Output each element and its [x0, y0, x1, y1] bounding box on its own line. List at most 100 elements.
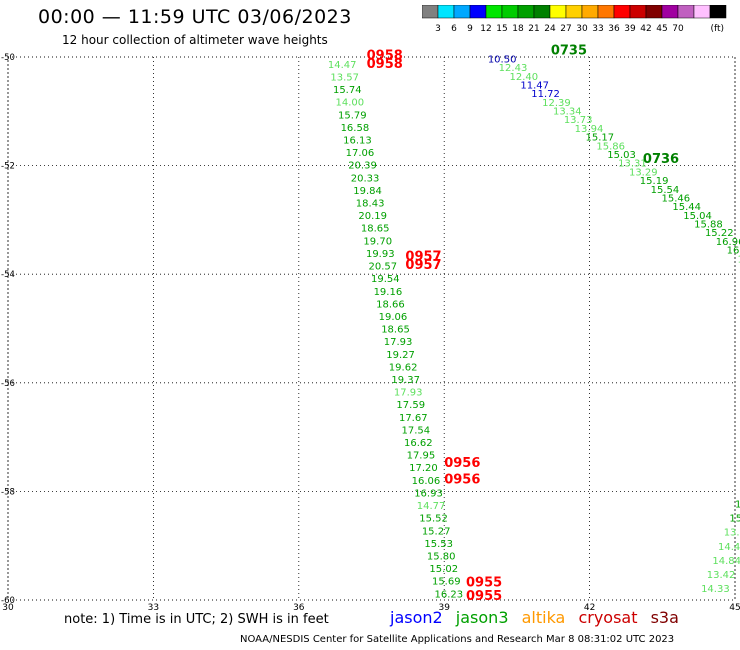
lat-tick-label: -60	[1, 596, 15, 606]
legend-jason3: jason3	[455, 608, 509, 627]
wave-height-label: 15.27	[422, 526, 451, 537]
legend-cryosat: cryosat	[578, 608, 638, 627]
wave-height-label: 14.84	[712, 556, 740, 567]
lon-tick-label: 36	[293, 603, 305, 610]
wave-height-label: 15.54	[651, 185, 680, 196]
color-scale-label: 12	[480, 24, 491, 34]
lat-tick-label: -50	[1, 53, 15, 63]
wave-height-label: 15.46	[662, 193, 691, 204]
wave-height-label: 17.93	[384, 337, 413, 348]
wave-height-label: 19.37	[391, 375, 420, 386]
color-scale-label: 18	[512, 24, 524, 34]
wave-height-label: 20.57	[368, 262, 397, 273]
wave-height-label: 13.42	[707, 570, 736, 581]
pass-time-label: 0955	[466, 575, 502, 590]
legend-s3a: s3a	[650, 608, 679, 627]
wave-height-label: 14.57	[738, 254, 740, 265]
wave-height-label: 19.93	[366, 249, 395, 260]
lon-tick-label: 42	[584, 603, 595, 610]
wave-height-label: 17.93	[394, 388, 423, 399]
wave-height-label: 13.73	[564, 115, 593, 126]
color-scale-label: 70	[672, 24, 684, 34]
wave-height-label: 19.70	[363, 236, 392, 247]
pass-time-label: 0736	[643, 152, 679, 167]
color-swatch	[709, 5, 727, 19]
lon-tick-label: 45	[729, 603, 740, 610]
wave-height-label: 17.06	[346, 148, 375, 159]
pass-time-label: 0956	[444, 472, 480, 487]
legend-altika: altika	[521, 608, 566, 627]
wave-height-label: 15.22	[705, 228, 734, 239]
wave-height-label: 13.31	[618, 159, 647, 170]
wave-height-label: 17.67	[399, 413, 428, 424]
chart-title: 00:00 — 11:59 UTC 03/06/2023	[38, 6, 352, 28]
wave-height-label: 20.39	[348, 161, 377, 172]
color-scale-label: 6	[451, 24, 457, 34]
wave-height-label: 13.34	[553, 107, 582, 118]
lat-tick-label: -56	[1, 379, 15, 389]
map-frame	[7, 56, 736, 601]
wave-height-label: 13.29	[629, 167, 658, 178]
wave-height-label: 15.53	[424, 539, 453, 550]
legend-jason2: jason2	[390, 608, 443, 627]
wave-height-label: 15.74	[333, 85, 362, 96]
wave-height-label: 15.03	[607, 150, 636, 161]
wave-height-label: 12.39	[542, 98, 571, 109]
color-scale-label: 27	[560, 24, 571, 34]
wave-height-label: 16.62	[404, 438, 433, 449]
wave-height-label: 15.80	[427, 551, 456, 562]
wave-height-label: 19.06	[379, 312, 408, 323]
wave-height-map: 30 33 36 39 42 45 -50 -52 -54 -56 -58 -60 10.5012.43…	[1, 43, 740, 610]
pass-time-label: 0956	[444, 456, 480, 471]
wave-height-label: 16.58	[341, 123, 370, 134]
wave-height-label: 15.4	[729, 514, 740, 525]
wave-height-label: 14.33	[701, 584, 730, 595]
pass-time-label: 0957	[405, 250, 441, 265]
wave-height-label: 19.84	[353, 186, 382, 197]
color-scale-label: 3	[435, 24, 441, 34]
lon-tick-label: 30	[2, 603, 14, 610]
wave-height-label: 15.	[735, 500, 740, 511]
wave-height-label: 14.77	[417, 501, 446, 512]
wave-height-label: 10.50	[488, 54, 517, 65]
wave-height-label: 15.17	[586, 133, 615, 144]
wave-height-label: 15.52	[419, 514, 448, 525]
color-scale-label: 30	[576, 24, 588, 34]
wave-height-label: 20.19	[358, 211, 387, 222]
lon-tick-label: 33	[148, 603, 159, 610]
color-scale-bar: 3 6 9 12 15 18 21 24 27 30 33 36 39 42 45 70 (ft)	[422, 5, 727, 34]
wave-height-label: 17.59	[396, 400, 425, 411]
wave-height-label: 15.79	[338, 110, 367, 121]
wave-height-label: 14.48	[718, 542, 740, 553]
wave-height-label: 15.02	[429, 564, 458, 575]
wave-height-label: 17.54	[402, 425, 431, 436]
wave-height-label: 11.72	[531, 89, 560, 100]
wave-height-label: 13.38	[724, 528, 740, 539]
wave-height-label: 19.62	[389, 362, 418, 373]
wave-height-label: 14.47	[328, 60, 357, 71]
wave-height-label: 18.65	[381, 325, 410, 336]
wave-height-label: 15.69	[432, 577, 461, 588]
wave-height-label: 16.93	[414, 488, 443, 499]
wave-height-label: 16.96	[716, 237, 740, 248]
wave-height-label: 18.65	[361, 224, 390, 235]
footer-credit: NOAA/NESDIS Center for Satellite Applica…	[240, 634, 675, 645]
pass-time-label: 0958	[367, 57, 403, 72]
color-scale-label: 39	[624, 24, 636, 34]
color-scale-label: 15	[496, 24, 507, 34]
lat-tick-label: -58	[1, 487, 15, 497]
note-text: note: 1) Time is in UTC; 2) SWH is in fe…	[64, 612, 329, 627]
color-scale-label: 21	[528, 24, 539, 34]
wave-height-label: 19.27	[386, 350, 415, 361]
pass-time-label: 0957	[405, 258, 441, 273]
wave-height-label: 15.44	[672, 202, 701, 213]
wave-height-label: 14.00	[335, 98, 364, 109]
color-scale-label: 33	[592, 24, 603, 34]
wave-height-label: 16.07	[727, 246, 740, 257]
wave-height-label: 13.57	[330, 72, 359, 83]
wave-height-label: 18.66	[376, 299, 405, 310]
chart-subtitle: 12 hour collection of altimeter wave hei…	[62, 33, 328, 47]
wave-height-label: 12.43	[499, 63, 528, 74]
wave-height-label: 19.16	[374, 287, 403, 298]
color-scale-label: 36	[608, 24, 620, 34]
